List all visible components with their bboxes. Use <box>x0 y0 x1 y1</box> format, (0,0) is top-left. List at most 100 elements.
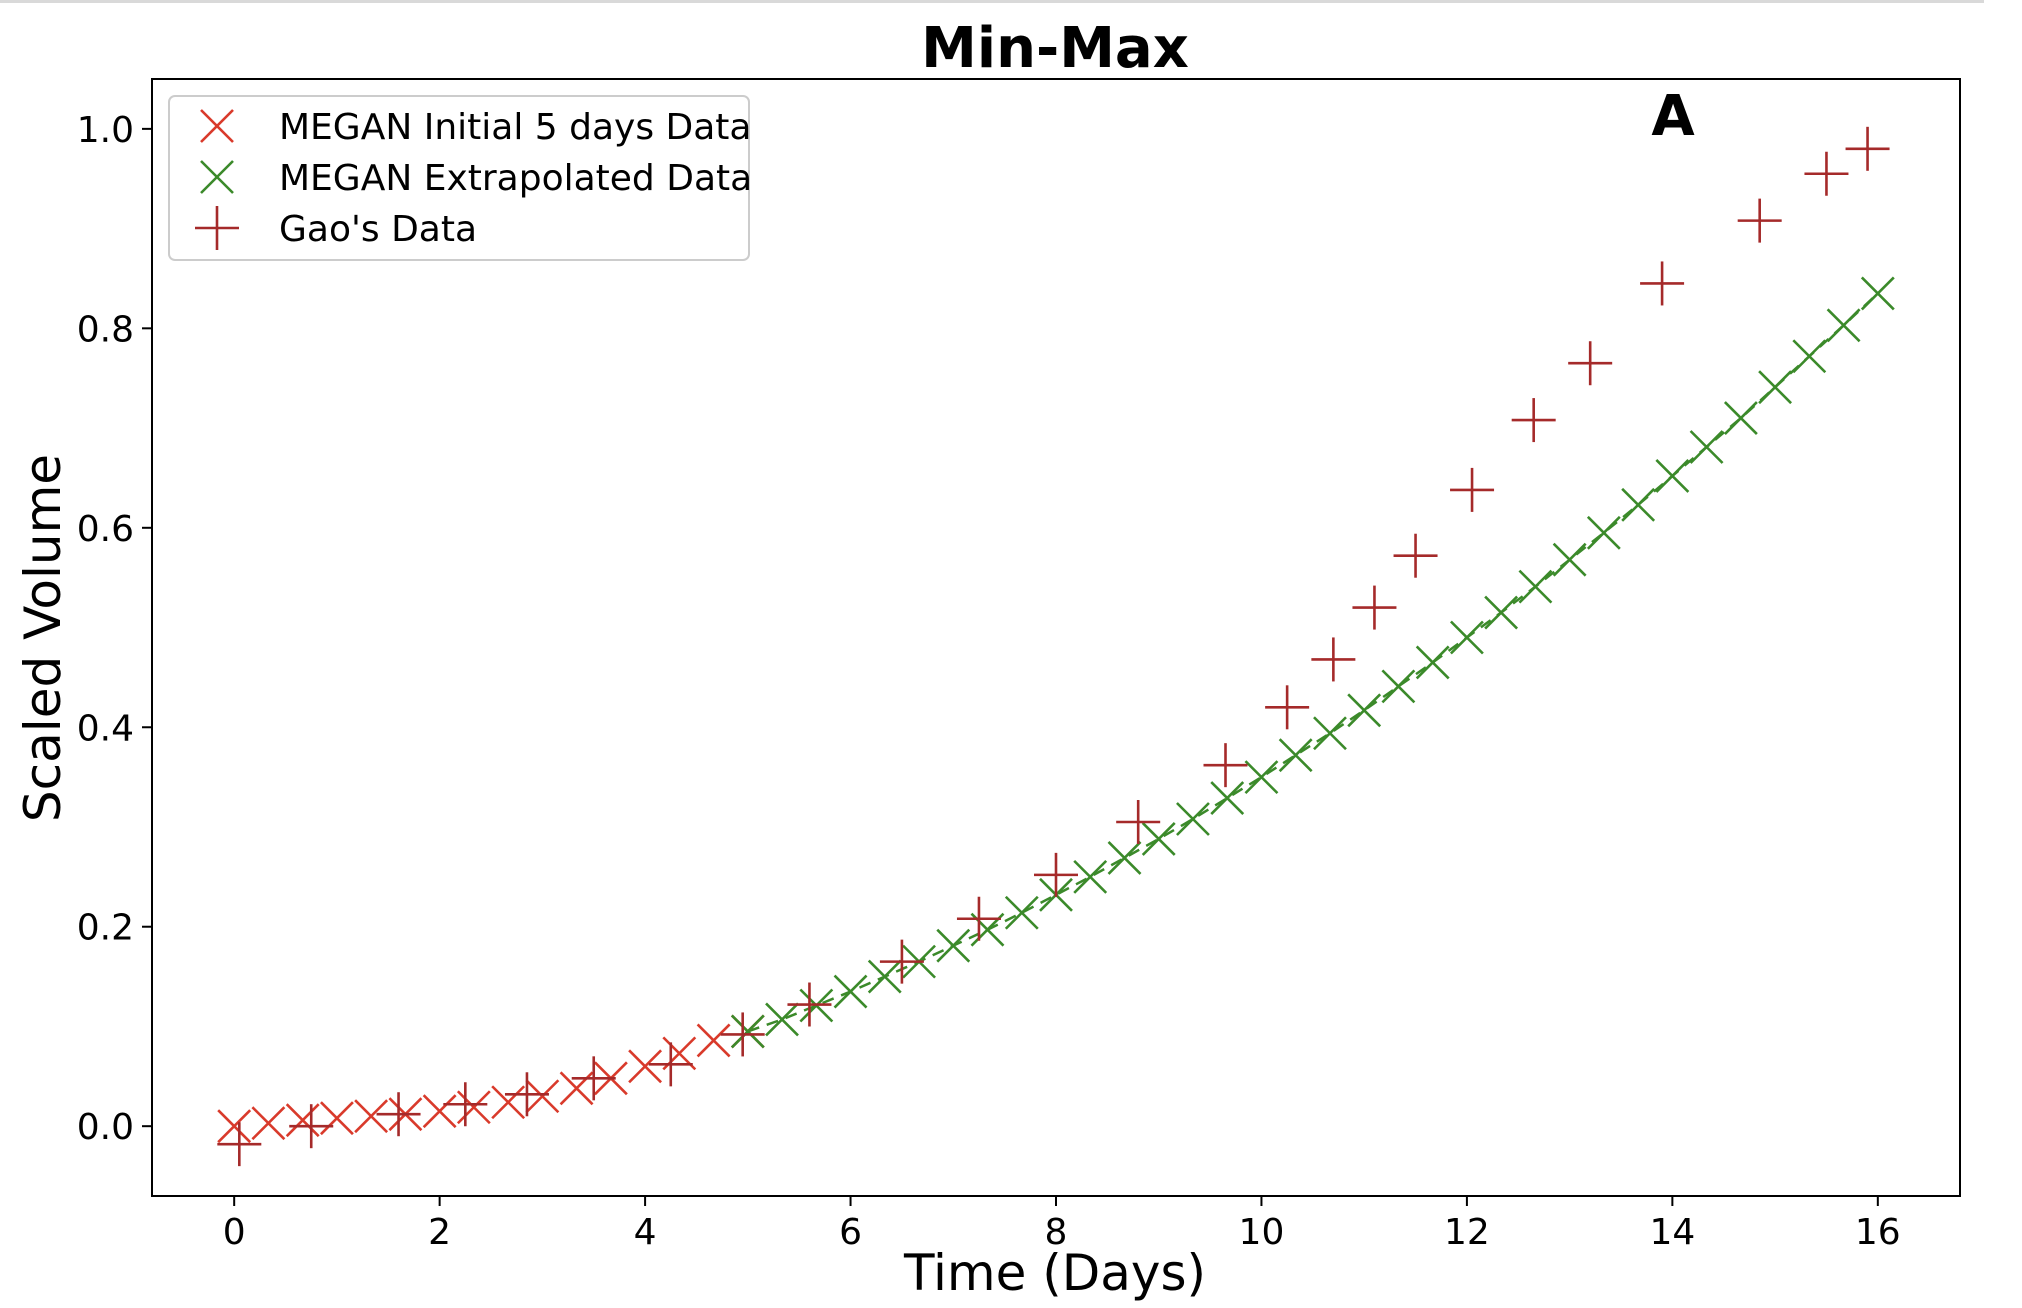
data-point <box>720 1012 765 1057</box>
data-point <box>571 1056 616 1101</box>
data-point <box>1352 585 1397 630</box>
data-point <box>456 1090 491 1125</box>
x-tick-label: 10 <box>1239 1212 1285 1253</box>
data-point <box>1640 261 1685 306</box>
legend-marker <box>200 109 234 143</box>
data-point <box>1792 339 1827 374</box>
data-point <box>867 959 902 994</box>
series-layer <box>217 126 1895 1167</box>
chart-title: Min-Max <box>921 16 1189 81</box>
data-point <box>1511 398 1556 443</box>
data-point <box>787 982 832 1027</box>
data-point <box>1116 800 1161 845</box>
data-point <box>1723 401 1758 436</box>
y-tick-label: 0.0 <box>77 1107 134 1148</box>
data-point <box>1393 533 1438 578</box>
legend-marker <box>195 206 239 250</box>
data-point <box>1278 738 1313 773</box>
data-point <box>217 1109 252 1144</box>
data-point <box>443 1082 488 1127</box>
data-point <box>1860 276 1895 311</box>
x-tick-label: 4 <box>634 1212 657 1253</box>
panel-label: A <box>1651 84 1695 149</box>
data-point <box>1004 895 1039 930</box>
data-point <box>1449 620 1484 655</box>
data-point <box>628 1049 663 1084</box>
data-point <box>1203 743 1248 788</box>
data-point <box>376 1092 421 1137</box>
data-point <box>730 1014 765 1049</box>
dashed-fit-line <box>747 292 1879 1033</box>
data-point <box>1034 852 1078 897</box>
x-tick-label: 12 <box>1444 1212 1490 1253</box>
data-point <box>956 896 1001 941</box>
data-point <box>1826 308 1861 343</box>
data-point <box>648 1042 693 1087</box>
data-point <box>936 928 971 963</box>
data-point <box>1415 645 1450 680</box>
legend: MEGAN Initial 5 days Data MEGAN Extrapola… <box>168 95 752 261</box>
data-point <box>1804 151 1849 196</box>
x-tick-label: 2 <box>428 1212 451 1253</box>
data-point <box>1265 685 1310 730</box>
data-point <box>1484 595 1519 630</box>
data-point <box>1311 637 1356 682</box>
x-axis-title: Time (Days) <box>903 1244 1206 1302</box>
data-point <box>1737 198 1782 243</box>
x-tick-label: 8 <box>1045 1212 1068 1253</box>
data-point <box>765 1002 799 1037</box>
data-point <box>1758 370 1793 405</box>
x-tick-label: 16 <box>1855 1212 1901 1253</box>
x-axis-ticks: 0 2 4 6 8 10 12 14 16 <box>223 1196 1901 1253</box>
legend-label: Gao's Data <box>279 209 477 250</box>
data-point <box>319 1101 354 1136</box>
data-point <box>833 974 868 1009</box>
y-tick-label: 1.0 <box>77 110 134 151</box>
data-point <box>1107 840 1142 875</box>
data-point <box>289 1104 334 1149</box>
fit-line-group <box>747 292 1879 1033</box>
legend-marker <box>200 160 234 194</box>
series-megan-extrapolated-data <box>730 276 1895 1049</box>
legend-label: MEGAN Extrapolated Data <box>279 158 752 199</box>
data-point <box>696 1023 731 1058</box>
data-point <box>217 1122 262 1167</box>
data-point <box>1568 341 1613 386</box>
data-point <box>879 939 924 984</box>
data-point <box>251 1106 286 1141</box>
data-point <box>1347 693 1382 728</box>
data-point <box>1450 467 1495 512</box>
y-axis-ticks: 0.0 0.2 0.4 0.6 0.8 1.0 <box>77 110 152 1148</box>
data-point <box>1210 781 1245 815</box>
data-point <box>1381 669 1416 704</box>
data-point <box>1621 487 1656 522</box>
data-point <box>1176 802 1210 836</box>
legend-label: MEGAN Initial 5 days Data <box>279 107 751 148</box>
data-point <box>1141 822 1176 856</box>
data-point <box>1655 459 1690 493</box>
data-point <box>1586 515 1621 550</box>
data-point <box>422 1094 457 1129</box>
y-tick-label: 0.4 <box>77 708 134 749</box>
x-tick-label: 6 <box>839 1212 862 1253</box>
data-point <box>1244 760 1279 795</box>
data-point <box>285 1103 320 1138</box>
y-tick-label: 0.8 <box>77 309 134 350</box>
series-megan-initial-5-days-data <box>217 1014 765 1144</box>
data-point <box>1845 126 1890 171</box>
data-point <box>504 1072 549 1117</box>
y-axis-title: Scaled Volume <box>14 454 72 822</box>
x-tick-label: 0 <box>223 1212 246 1253</box>
data-point <box>1689 430 1724 464</box>
window-top-border <box>0 0 1984 3</box>
data-point <box>1073 859 1108 894</box>
data-point <box>1518 569 1553 604</box>
data-point <box>354 1099 389 1134</box>
y-tick-label: 0.6 <box>77 509 134 550</box>
x-tick-label: 14 <box>1649 1212 1695 1253</box>
series-gao-s-data <box>217 126 1890 1167</box>
y-tick-label: 0.2 <box>77 908 134 949</box>
legend-box <box>168 95 750 261</box>
data-point <box>525 1079 560 1114</box>
